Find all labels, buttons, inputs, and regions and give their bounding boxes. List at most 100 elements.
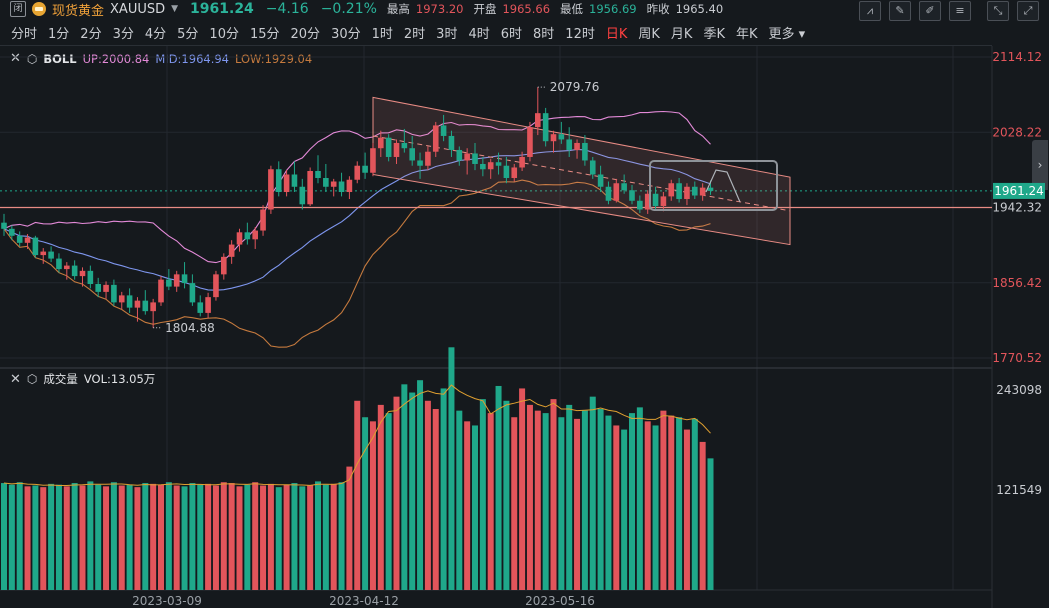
candle-body (456, 149, 463, 161)
quote-header: 闭 现货黄金 XAUUSD ▼ 1961.24 −4.16 −0.21% 最高 … (0, 0, 1049, 19)
period-tab[interactable]: 4时 (468, 26, 490, 42)
volume-bar (699, 441, 706, 590)
volume-bar (652, 425, 659, 590)
period-tab[interactable]: 12时 (565, 26, 595, 42)
period-tab[interactable]: 周K (638, 26, 660, 42)
volume-bar (456, 410, 463, 590)
volume-bar (291, 483, 298, 590)
period-tab[interactable]: 3时 (436, 26, 458, 42)
date-axis-label: 2023-05-16 (525, 594, 595, 608)
candle-body (173, 274, 180, 287)
volume-bar (511, 417, 518, 590)
volume-bar (118, 485, 125, 590)
close-icon[interactable]: ✕ (10, 51, 21, 66)
candle-body (550, 134, 557, 142)
gold-icon (32, 2, 46, 16)
candle-body (605, 186, 612, 201)
volume-bar (189, 483, 196, 590)
price-axis-label: 1942.32 (992, 201, 1042, 215)
candle-body (527, 127, 533, 157)
candle-body (535, 113, 541, 128)
period-tab[interactable]: 分时 (11, 26, 38, 42)
volume-bar (283, 484, 290, 590)
volume-bar (401, 384, 408, 590)
hexagon-settings-icon[interactable]: ⬡ (26, 51, 38, 66)
period-tab[interactable]: 1时 (371, 26, 393, 42)
candle-body (32, 237, 39, 256)
instrument-symbol[interactable]: XAUUSD (110, 1, 166, 17)
collapse-icon[interactable]: ⤡ (987, 1, 1009, 21)
volume-bar (197, 484, 204, 590)
candle-body (150, 302, 156, 312)
period-tab[interactable]: 30分 (331, 26, 361, 42)
volume-bar (597, 409, 604, 590)
volume-bar (542, 413, 549, 590)
date-axis-label: 2023-04-12 (329, 594, 399, 608)
close-icon[interactable]: ✕ (10, 371, 21, 387)
boll-mid-line (3, 148, 711, 291)
volume-bar (526, 404, 533, 590)
volume-bar (660, 410, 667, 590)
hexagon-settings-icon[interactable]: ⬡ (26, 372, 38, 386)
period-tab[interactable]: 日K (605, 26, 628, 42)
volume-bar (558, 417, 565, 590)
highlight-box (649, 160, 778, 211)
period-tab[interactable]: 6时 (500, 26, 523, 42)
candle-body (205, 297, 211, 313)
volume-bar (260, 485, 267, 590)
high-value: 1973.20 (415, 2, 464, 16)
draw-icon[interactable]: ✎ (889, 1, 911, 21)
candle-body (448, 135, 455, 150)
period-tab[interactable]: 10分 (209, 26, 239, 42)
period-tab[interactable]: 年K (735, 26, 758, 42)
pen-icon[interactable]: ✐ (919, 1, 941, 21)
indicator-icon[interactable]: ⩘ (859, 1, 881, 21)
current-price-tag-bg (993, 182, 1045, 199)
period-tab[interactable]: 2分 (80, 26, 102, 42)
period-tab[interactable]: 5分 (177, 26, 199, 42)
period-tab[interactable]: 8时 (533, 26, 555, 42)
chevron-down-icon[interactable]: ▼ (171, 4, 179, 14)
candle-body (1, 222, 7, 229)
volume-bar (40, 487, 47, 590)
chart-tools: ⩘ ✎ ✐ ≡ ⤡ ⤢ (859, 1, 1039, 21)
period-tab[interactable]: 更多 ▾ (768, 26, 806, 42)
period-tab[interactable]: 2时 (403, 26, 426, 42)
volume-bar (110, 482, 117, 590)
candle-body (48, 251, 54, 259)
candle-body (472, 153, 478, 164)
period-tab[interactable]: 季K (703, 26, 725, 42)
candle-body (652, 193, 659, 207)
volume-bar (683, 429, 690, 590)
volume-bar (346, 466, 353, 590)
period-tab[interactable]: 15分 (249, 26, 280, 42)
volume-bar (354, 400, 361, 590)
price-axis-label: 1856.42 (992, 276, 1042, 290)
candle-body (487, 162, 494, 170)
instrument-name[interactable]: 现货黄金 (52, 3, 105, 19)
volume-bar (479, 399, 486, 590)
volume-bar (707, 458, 714, 590)
volume-bar (244, 484, 251, 590)
volume-bar (487, 413, 494, 590)
settings-icon[interactable]: ≡ (949, 1, 971, 21)
period-tab[interactable]: 20分 (290, 26, 321, 42)
volume-name: 成交量 (43, 372, 78, 386)
period-tab[interactable]: 1分 (48, 26, 70, 42)
volume-bar (589, 396, 596, 590)
candle-body (56, 258, 62, 270)
candle-body (299, 186, 306, 205)
period-tab[interactable]: 3分 (112, 26, 134, 42)
period-tab[interactable]: 4分 (144, 26, 167, 42)
chevron-right-icon[interactable]: › (1032, 140, 1048, 190)
candle-body (566, 139, 572, 150)
fullscreen-icon[interactable]: ⤢ (1017, 1, 1039, 21)
volume-bar (95, 484, 102, 590)
candle-body (236, 232, 243, 245)
volume-bar (464, 421, 471, 590)
volume-bar (267, 483, 274, 590)
volume-bar (1, 483, 7, 590)
volume-axis-label: 121549 (996, 483, 1042, 497)
period-tab[interactable]: 月K (670, 26, 693, 42)
